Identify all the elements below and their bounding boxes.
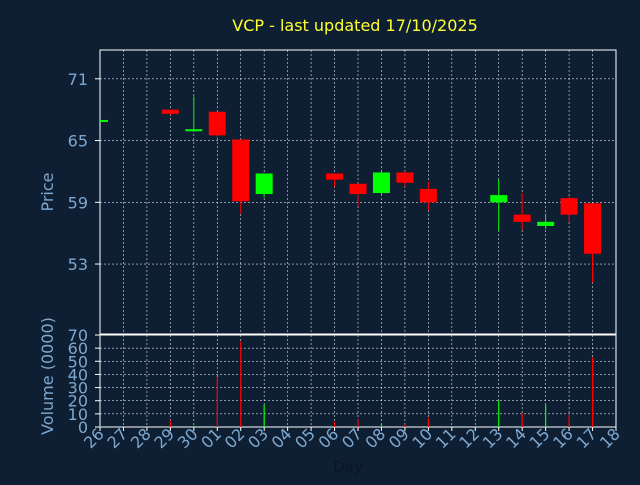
candle-body [584,203,602,254]
price-tick-label: 59 [68,193,88,212]
candle [537,213,555,230]
candle [584,203,602,283]
candle-body [396,172,414,183]
candle [100,119,108,122]
price-tick-label: 65 [68,132,88,151]
volume-tick-label: 20 [68,392,88,411]
candle-body [419,188,437,203]
candle [560,196,578,222]
candle [419,181,437,211]
x-tick-label: 18 [596,424,624,452]
candle-body [185,129,203,132]
candle [372,171,390,195]
candle-body [560,198,578,215]
candle [161,109,179,115]
candle [232,139,250,214]
candle [349,183,367,207]
volume-tick-label: 70 [68,326,88,345]
candle [185,96,203,132]
candle [396,171,414,187]
price-axis-label: Price [38,172,57,211]
price-tick-label: 71 [68,70,88,89]
price-tick-label: 53 [68,255,88,274]
candle-body [161,109,179,114]
candle-body [326,173,344,180]
candle-body [100,119,108,122]
candle [326,173,344,187]
candle-body [513,214,531,222]
volume-tick-label: 50 [68,352,88,371]
volume-tick-label: 30 [68,379,88,398]
candle-body [372,172,390,194]
volume-axis-label: Volume (0000) [38,317,57,435]
candle [490,179,508,232]
volume-tick-label: 40 [68,365,88,384]
candle-body [537,221,555,226]
candle [208,111,226,138]
candle [255,173,273,198]
candle-body [255,173,273,195]
chart-title: VCP - last updated 17/10/2025 [232,16,478,35]
candle-body [208,111,226,136]
candle-body [232,139,250,202]
candle-body [490,195,508,203]
x-axis-label: Day [333,458,363,476]
candle [513,193,531,231]
volume-tick-label: 0 [78,418,88,437]
candle-body [349,183,367,195]
volume-tick-label: 60 [68,339,88,358]
volume-tick-label: 10 [68,405,88,424]
